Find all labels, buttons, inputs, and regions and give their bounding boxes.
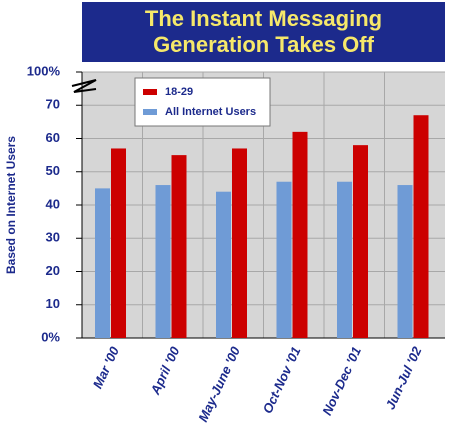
bar	[292, 131, 308, 338]
x-tick-label: May-June '00	[195, 344, 243, 425]
y-tick-label: 20	[46, 263, 60, 278]
bar	[337, 181, 352, 338]
bar	[276, 181, 292, 338]
y-tick-label: 30	[46, 230, 60, 245]
y-tick-label: 40	[46, 196, 60, 211]
y-tick-label: 60	[46, 130, 60, 145]
bar	[155, 185, 171, 338]
legend-box	[134, 77, 271, 127]
x-tick-label: April '00	[147, 344, 183, 398]
bar	[216, 191, 231, 338]
bar	[353, 145, 368, 338]
axis-break	[71, 79, 97, 93]
x-tick-label: Jun-Jul '02	[383, 344, 425, 412]
bar	[111, 148, 126, 338]
y-tick-label: 10	[46, 296, 60, 311]
legend-swatch	[143, 109, 157, 115]
x-tick-label: Oct-Nov '01	[260, 344, 304, 415]
y-tick-label: 100%	[27, 63, 61, 78]
legend-swatch	[143, 89, 157, 95]
bar	[232, 148, 247, 338]
x-tick-label: Mar '00	[90, 344, 123, 391]
bar	[413, 115, 429, 338]
bar	[397, 185, 413, 338]
y-tick-label: 70	[46, 97, 60, 112]
y-axis-label: Based on Internet Users	[4, 136, 18, 274]
legend-label: 18-29	[165, 86, 193, 98]
legend-label: All Internet Users	[165, 106, 256, 118]
bar	[95, 188, 110, 338]
chart-title: The Instant Messaging Generation Takes O…	[82, 2, 445, 62]
bar	[171, 155, 187, 338]
y-tick-label: 0%	[41, 329, 60, 344]
x-tick-label: Nov-Dec '01	[319, 344, 364, 417]
y-tick-label: 50	[46, 163, 60, 178]
